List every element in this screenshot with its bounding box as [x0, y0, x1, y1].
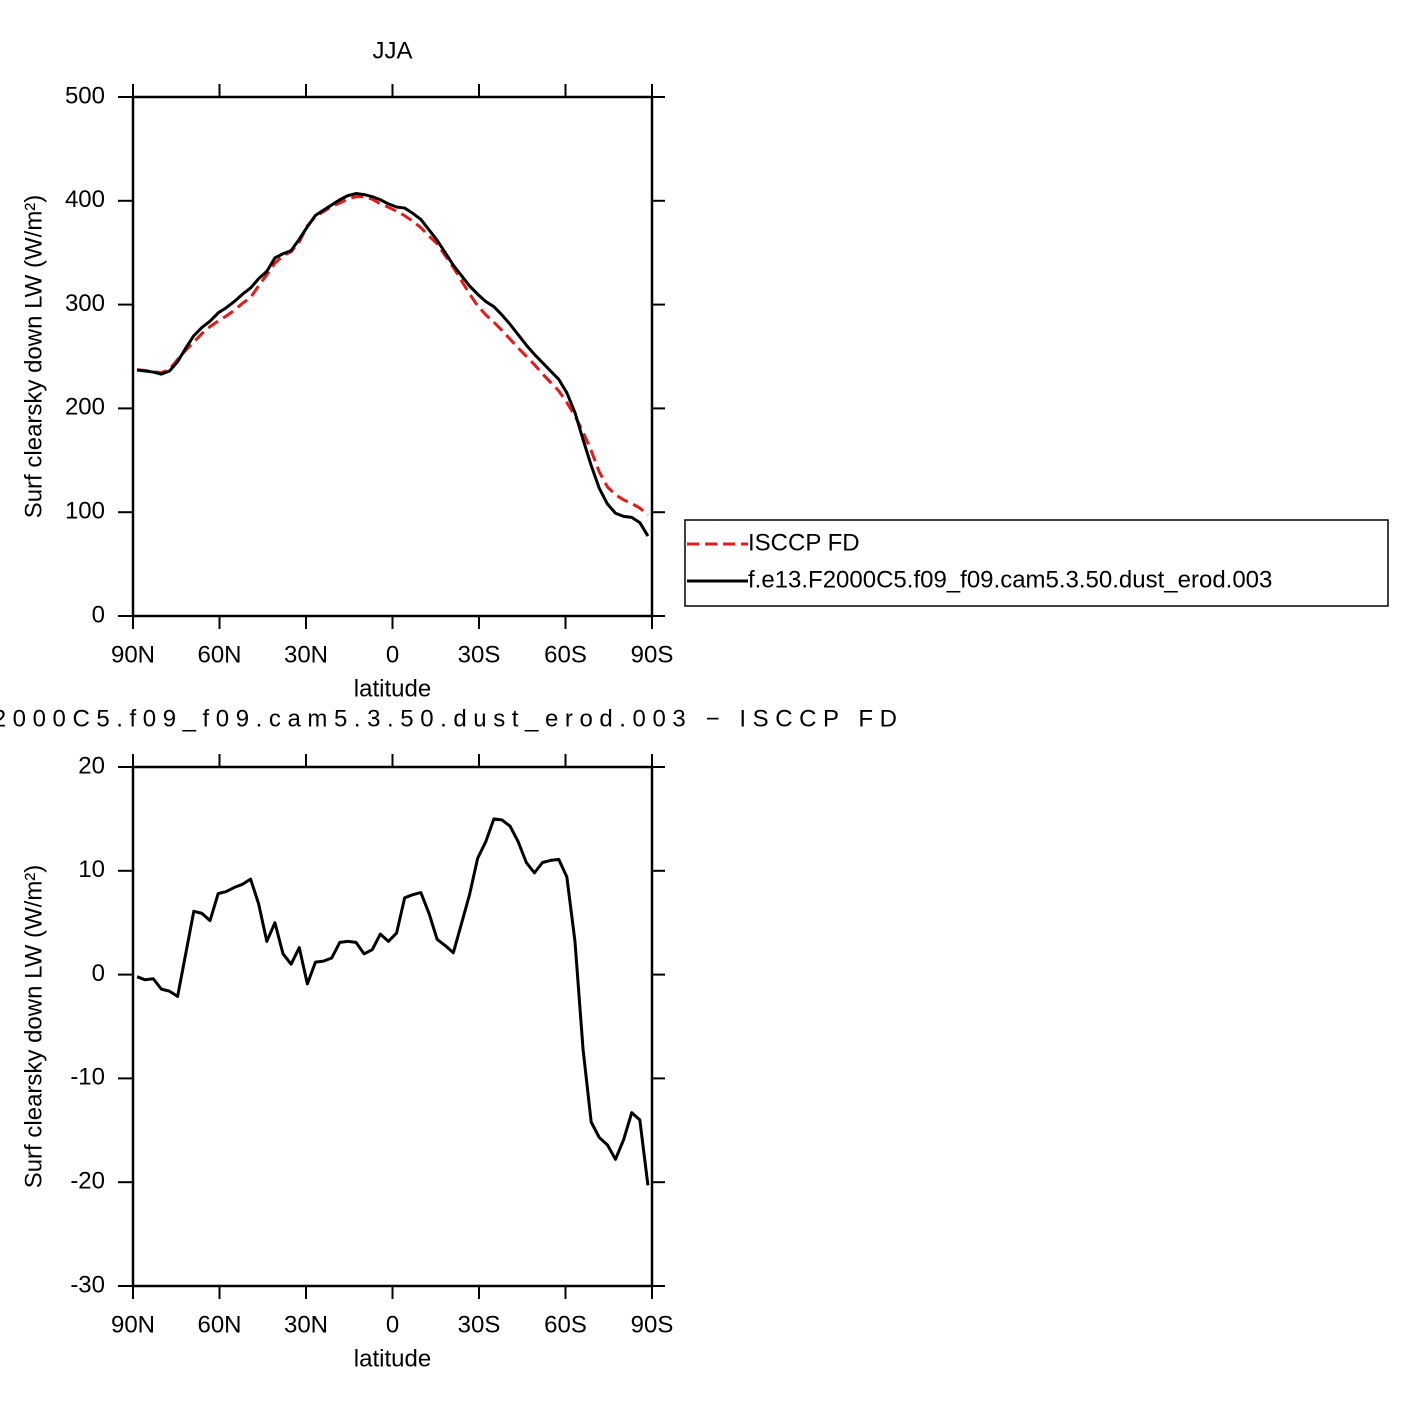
y-tick-label: 300: [65, 290, 105, 317]
chart-title: JJA: [372, 37, 412, 64]
y-tick-label: -10: [70, 1064, 105, 1091]
plot-frame: [131, 95, 654, 618]
x-tick-label: 30S: [458, 641, 501, 668]
x-tick-label: 30N: [284, 1311, 328, 1338]
y-tick-label: -30: [70, 1271, 105, 1298]
y-tick-label: 200: [65, 394, 105, 421]
data-line: [136, 195, 649, 517]
x-tick-label: 90N: [111, 1311, 155, 1338]
y-tick-label: 0: [92, 601, 105, 628]
y-axis-label: Surf clearsky down LW (W/m²): [20, 195, 47, 519]
y-axis-label: Surf clearsky down LW (W/m²): [20, 865, 47, 1189]
x-tick-label: 60N: [197, 641, 241, 668]
x-tick-label: 60S: [544, 1311, 587, 1338]
x-tick-label: 0: [386, 641, 399, 668]
x-tick-label: 60N: [197, 1311, 241, 1338]
x-tick-label: 0: [386, 1311, 399, 1338]
plot-frame: [131, 765, 654, 1288]
legend-label: ISCCP FD: [748, 529, 860, 556]
y-tick-label: 100: [65, 498, 105, 525]
data-line: [136, 192, 650, 537]
x-tick-label: 30N: [284, 641, 328, 668]
y-tick-label: -20: [70, 1168, 105, 1195]
x-tick-label: 60S: [544, 641, 587, 668]
y-tick-label: 0: [92, 960, 105, 987]
x-tick-label: 90S: [631, 1311, 674, 1338]
y-tick-label: 10: [78, 856, 105, 883]
x-axis-label: latitude: [354, 1345, 431, 1372]
x-tick-label: 30S: [458, 1311, 501, 1338]
legend-box: [684, 519, 1389, 607]
y-tick-label: 20: [78, 752, 105, 779]
y-tick-label: 400: [65, 186, 105, 213]
data-line: [136, 817, 650, 1186]
x-tick-label: 90N: [111, 641, 155, 668]
chart-title: f.e13.F2000C5.f09_f09.cam5.3.50.dust_ero…: [0, 705, 897, 732]
legend-label: f.e13.F2000C5.f09_f09.cam5.3.50.dust_ero…: [748, 566, 1272, 593]
x-tick-label: 90S: [631, 641, 674, 668]
y-tick-label: 500: [65, 82, 105, 109]
x-axis-label: latitude: [354, 675, 431, 702]
